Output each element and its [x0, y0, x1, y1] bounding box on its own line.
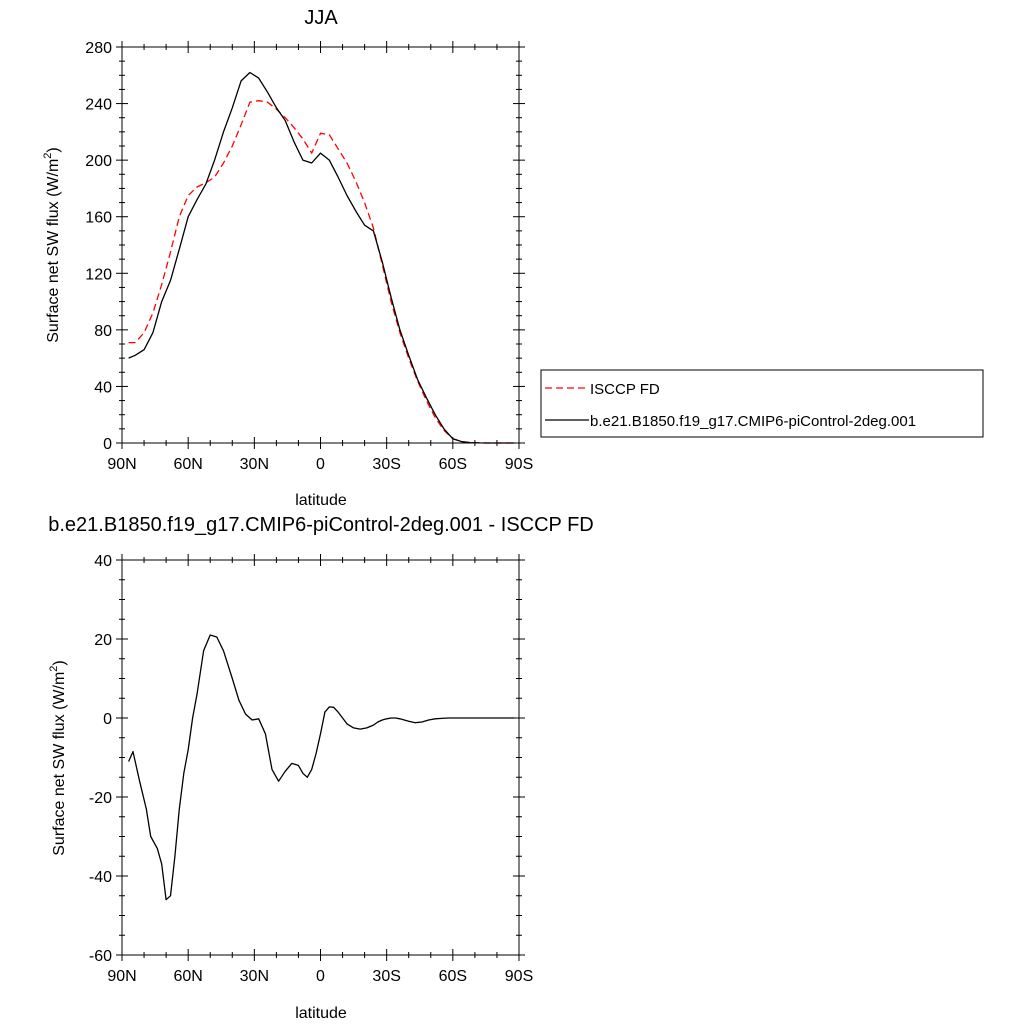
top-series-group — [128, 71, 515, 444]
bottom-chart-title: b.e21.B1850.f19_g17.CMIP6-piControl-2deg… — [48, 514, 594, 536]
bottom-panel: b.e21.B1850.f19_g17.CMIP6-piControl-2deg… — [48, 514, 594, 1022]
x-tick-label: 30N — [240, 968, 269, 985]
top-y-axis: 0 40 80 120 160 200 240 280 — [85, 40, 525, 453]
x-tick-label: 30N — [240, 456, 269, 473]
y-tick-label: 200 — [85, 153, 112, 170]
legend-box — [540, 369, 984, 438]
series-line-1 — [128, 71, 515, 444]
x-tick-label: 0 — [316, 456, 325, 473]
top-chart-title: JJA — [304, 7, 338, 29]
x-tick-label: 60S — [439, 456, 467, 473]
x-tick-label: 60N — [173, 968, 202, 985]
y-tick-label: -40 — [89, 869, 112, 886]
x-tick-label: 90N — [107, 968, 136, 985]
series-line-0 — [128, 100, 515, 444]
x-tick-label: 90S — [505, 456, 533, 473]
bottom-x-axis-label: latitude — [295, 1005, 347, 1022]
top-panel: JJA 0 40 80 120 160 200 240 280 90N 60N 30N 0 30S 60… — [42, 7, 533, 509]
y-tick-label: 120 — [85, 266, 112, 283]
x-tick-label: 60S — [439, 968, 467, 985]
y-tick-label: 160 — [85, 210, 112, 227]
legend-label-model: b.e21.B1850.f19_g17.CMIP6-piControl-2deg… — [590, 413, 916, 430]
series-line-0 — [128, 634, 515, 901]
x-tick-label: 90S — [505, 968, 533, 985]
bottom-y-axis-label: Surface net SW flux (W/m2) — [48, 660, 68, 856]
top-x-axis-label: latitude — [295, 492, 347, 509]
y-tick-label: 0 — [103, 436, 112, 453]
y-tick-label: 280 — [85, 40, 112, 57]
x-tick-label: 0 — [316, 968, 325, 985]
bottom-y-axis: -60 -40 -20 0 20 40 — [89, 553, 525, 965]
y-tick-label: -20 — [89, 790, 112, 807]
y-tick-label: -60 — [89, 948, 112, 965]
legend: ISCCP FD b.e21.B1850.f19_g17.CMIP6-piCon… — [540, 369, 984, 438]
x-tick-label: 30S — [372, 968, 400, 985]
y-tick-label: 40 — [94, 379, 112, 396]
y-tick-label: 40 — [94, 553, 112, 570]
top-plot-frame — [121, 46, 520, 444]
y-tick-label: 240 — [85, 97, 112, 114]
y-tick-label: 80 — [94, 323, 112, 340]
x-tick-label: 60N — [173, 456, 202, 473]
y-tick-label: 20 — [94, 632, 112, 649]
bottom-plot-frame — [121, 559, 520, 956]
x-tick-label: 90N — [107, 456, 136, 473]
bottom-series-group — [128, 634, 515, 901]
x-tick-label: 30S — [372, 456, 400, 473]
legend-label-isccp: ISCCP FD — [590, 381, 660, 398]
top-y-axis-label: Surface net SW flux (W/m2) — [42, 147, 62, 343]
y-tick-label: 0 — [103, 711, 112, 728]
top-x-axis: 90N 60N 30N 0 30S 60S 90S — [107, 41, 533, 473]
bottom-x-axis: 90N 60N 30N 0 30S 60S 90S — [107, 554, 533, 985]
